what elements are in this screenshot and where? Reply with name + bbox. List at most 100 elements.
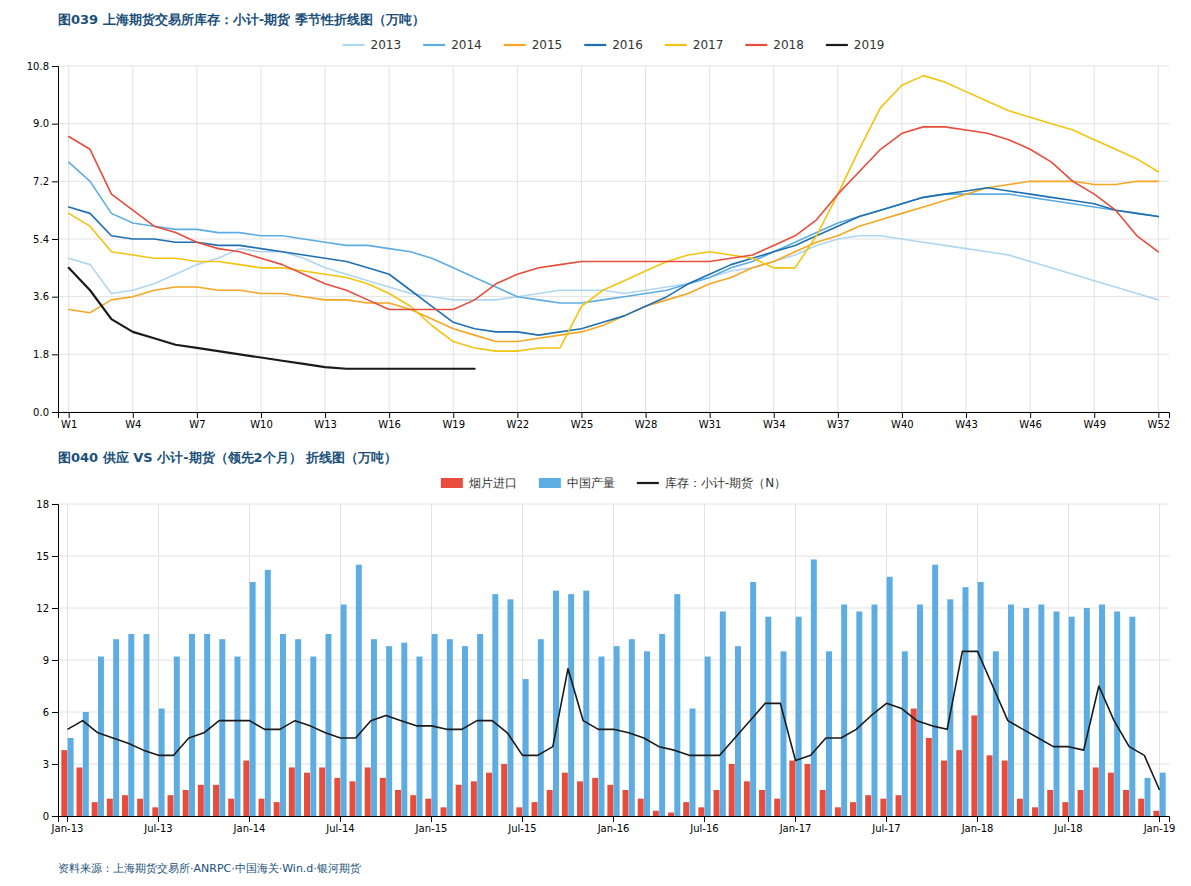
bar <box>1054 611 1060 816</box>
bar <box>380 778 386 816</box>
bar <box>963 587 969 816</box>
y-tick-label: 0.0 <box>33 407 49 418</box>
bar <box>198 785 204 816</box>
bar <box>447 639 453 816</box>
x-tick-label: W37 <box>827 419 850 430</box>
x-tick-label: Jul-14 <box>325 823 354 834</box>
legend-item: 中国产量 <box>539 476 615 490</box>
x-tick: W10 <box>250 412 273 430</box>
x-tick: W19 <box>442 412 465 430</box>
bar <box>401 643 407 816</box>
x-tick-label: W7 <box>189 419 205 430</box>
bar <box>243 761 249 816</box>
bar <box>896 795 902 816</box>
bar <box>168 795 174 816</box>
bar <box>274 802 280 816</box>
bar <box>729 764 735 816</box>
y-axis-line <box>52 505 59 817</box>
x-grid-line <box>645 66 646 412</box>
bar <box>213 785 219 816</box>
grid <box>58 504 1169 816</box>
x-tick: W40 <box>891 412 914 430</box>
y-tick-mark <box>52 660 58 661</box>
x-grid-line <box>68 66 69 412</box>
x-tick-label: W46 <box>1019 419 1042 430</box>
bar <box>189 634 195 816</box>
bar <box>826 651 832 816</box>
bar <box>759 790 765 816</box>
series-line <box>69 127 1159 310</box>
bar <box>1023 608 1029 816</box>
bar <box>674 594 680 816</box>
bar <box>416 657 422 816</box>
legend-label: 中国产量 <box>567 476 615 490</box>
bar <box>334 778 340 816</box>
x-tick-mark <box>966 412 967 418</box>
x-tick-label: Jan-16 <box>597 823 630 834</box>
x-axis-line <box>59 817 1170 823</box>
bar <box>137 799 143 816</box>
bar <box>629 639 635 816</box>
bar <box>805 764 811 816</box>
y-tick-label: 15 <box>36 551 49 562</box>
bar <box>492 594 498 816</box>
x-tick-label: Jan-19 <box>1143 823 1176 834</box>
x-grid-line <box>773 66 774 412</box>
bar <box>259 799 265 816</box>
legend-item: 2017 <box>665 38 724 52</box>
y-grid-line <box>58 66 1169 67</box>
y-tick: 5.4 <box>33 234 58 245</box>
bar <box>98 657 104 816</box>
bar <box>350 781 356 816</box>
y-tick: 15 <box>36 551 58 562</box>
bar <box>947 599 953 816</box>
bar <box>583 591 589 816</box>
bar <box>941 761 947 816</box>
legend: 烟片进口中国产量库存：小计-期货（N） <box>441 476 786 490</box>
y-tick: 10.8 <box>27 61 58 72</box>
bar <box>122 795 128 816</box>
annotation: 资料来源：上海期货交易所·ANRPC·中国海关·Win.d·银河期货 <box>58 862 361 875</box>
bar <box>462 646 468 816</box>
legend-swatch <box>584 44 606 46</box>
x-tick-label: W49 <box>1083 419 1106 430</box>
bar <box>432 634 438 816</box>
bar <box>750 582 756 816</box>
bar <box>356 565 362 816</box>
x-axis: Jan-13Jul-13Jan-14Jul-14Jan-15Jul-15Jan-… <box>51 816 1176 834</box>
bar <box>1129 617 1135 816</box>
y-tick: 9.0 <box>33 118 58 129</box>
legend-swatch <box>343 44 365 46</box>
bar <box>835 807 841 816</box>
bar <box>159 709 165 816</box>
x-tick: Jan-13 <box>51 816 84 834</box>
y-tick: 6 <box>43 707 58 718</box>
x-tick-mark <box>431 816 432 822</box>
bar <box>653 811 659 816</box>
series-line <box>67 651 1159 790</box>
bar <box>683 802 689 816</box>
bar <box>865 795 871 816</box>
marks <box>69 76 1159 369</box>
x-tick: W7 <box>189 412 205 430</box>
bar <box>1038 605 1044 816</box>
x-tick-mark <box>249 816 250 822</box>
bar <box>553 591 559 816</box>
y-tick-mark <box>52 297 58 298</box>
bar <box>856 611 862 816</box>
legend-label: 烟片进口 <box>469 476 517 490</box>
x-tick: Jul-17 <box>871 816 900 834</box>
x-tick-mark <box>261 412 262 418</box>
bar <box>325 634 331 816</box>
x-tick-label: W1 <box>61 419 77 430</box>
x-tick: Jan-15 <box>415 816 448 834</box>
x-grid-line <box>581 66 582 412</box>
x-tick-mark <box>795 816 796 822</box>
bar <box>1008 605 1014 816</box>
bar <box>265 570 271 816</box>
bar <box>926 738 932 816</box>
bar <box>1108 773 1114 816</box>
x-tick-label: Jan-17 <box>779 823 812 834</box>
x-tick-label: Jan-14 <box>233 823 266 834</box>
y-tick: 1.8 <box>33 349 58 360</box>
